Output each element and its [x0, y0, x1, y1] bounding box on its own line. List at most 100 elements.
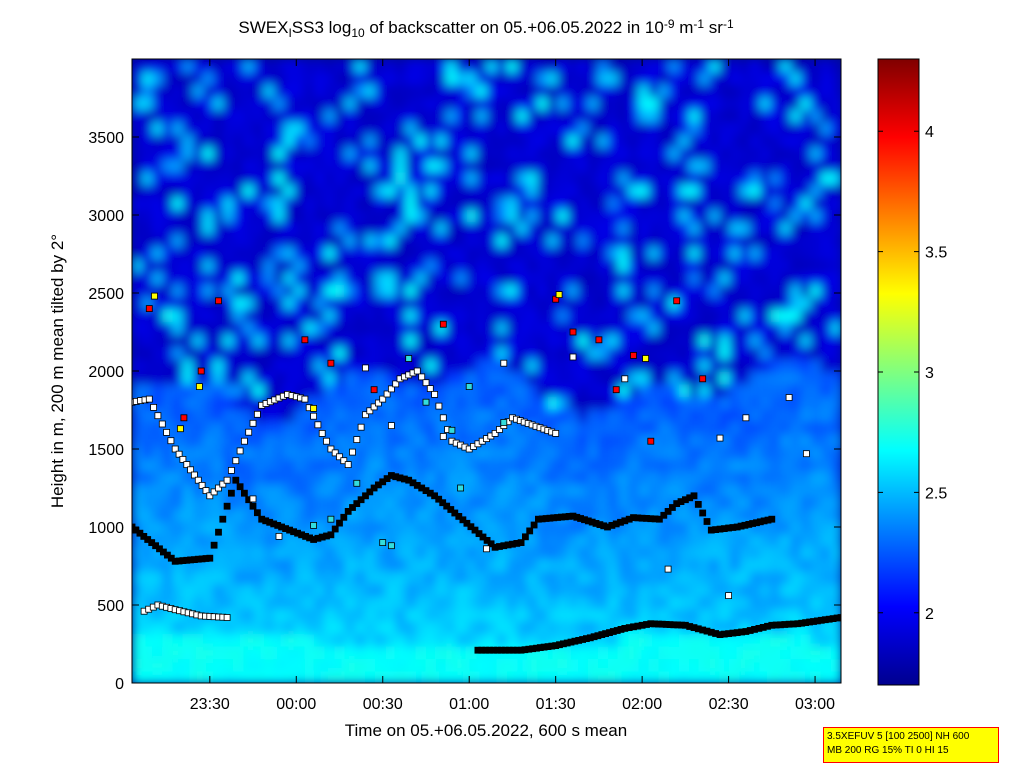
marker-point [236, 447, 244, 455]
field-cell [506, 670, 518, 683]
field-cell [729, 533, 741, 547]
field-cell [496, 333, 508, 348]
field-cell [233, 396, 245, 410]
field-cell [456, 196, 468, 210]
field-cell [658, 71, 670, 85]
field-cell [527, 308, 539, 323]
field-cell [162, 595, 174, 610]
field-cell [719, 508, 731, 522]
field-cell [446, 183, 458, 198]
field-cell [648, 84, 660, 98]
field-cell [365, 545, 377, 560]
field-cell [213, 470, 225, 485]
field-cell [689, 171, 701, 185]
field-cell [334, 283, 346, 298]
field-cell [516, 221, 528, 235]
field-cell [395, 396, 407, 410]
field-cell [476, 208, 488, 223]
field-cell [780, 670, 792, 683]
field-cell [516, 258, 528, 273]
field-cell [415, 296, 427, 310]
field-cell [790, 420, 802, 435]
field-cell [618, 633, 630, 647]
field-cell [182, 333, 194, 348]
field-cell [446, 583, 458, 597]
field-cell [587, 520, 599, 535]
field-cell [415, 71, 427, 85]
field-cell [273, 59, 285, 73]
field-cell [830, 308, 841, 323]
colorbar-tick-label: 4 [925, 124, 934, 141]
field-cell [324, 346, 336, 360]
field-cell [668, 84, 680, 98]
field-cell [476, 108, 488, 123]
field-cell [506, 396, 518, 410]
field-cell [739, 508, 751, 522]
field-cell [172, 196, 184, 210]
field-cell [668, 171, 680, 185]
field-cell [587, 183, 599, 198]
field-cell [152, 396, 164, 410]
field-cell [304, 608, 316, 622]
field-cell [658, 271, 670, 285]
field-cell [486, 121, 498, 135]
field-cell [486, 171, 498, 185]
field-cell [678, 583, 690, 597]
field-cell [516, 520, 528, 535]
field-cell [628, 545, 640, 560]
field-cell [476, 333, 488, 348]
field-cell [810, 358, 822, 372]
field-cell [729, 271, 741, 285]
field-cell [527, 121, 539, 135]
field-cell [324, 371, 336, 385]
field-cell [263, 258, 275, 273]
field-cell [405, 408, 417, 422]
field-cell [790, 321, 802, 335]
marker-point [569, 328, 577, 336]
field-cell [527, 333, 539, 348]
field-cell [202, 158, 214, 173]
field-cell [425, 283, 437, 298]
field-cell [628, 645, 640, 660]
field-cell [658, 445, 670, 460]
field-cell [587, 221, 599, 235]
field-cell [466, 633, 478, 647]
field-cell [658, 420, 670, 435]
field-cell [324, 296, 336, 310]
field-cell [496, 221, 508, 235]
field-cell [192, 620, 204, 635]
field-cell [395, 108, 407, 123]
field-cell [182, 645, 194, 660]
field-cell [466, 321, 478, 335]
field-cell [425, 321, 437, 335]
field-cell [142, 158, 154, 173]
field-cell [597, 196, 609, 210]
field-cell [516, 84, 528, 98]
marker-point [387, 385, 395, 393]
field-cell [162, 108, 174, 123]
field-cell [172, 508, 184, 522]
field-cell [608, 96, 620, 110]
field-cell [304, 346, 316, 360]
field-cell [344, 545, 356, 560]
field-cell [587, 246, 599, 260]
field-cell [577, 533, 589, 547]
field-cell [547, 121, 559, 135]
field-cell [800, 333, 812, 348]
field-cell [780, 146, 792, 160]
field-cell [162, 158, 174, 173]
field-cell [172, 633, 184, 647]
field-cell [719, 645, 731, 660]
field-cell [800, 433, 812, 447]
field-cell [527, 483, 539, 497]
field-cell [213, 208, 225, 223]
field-cell [658, 383, 670, 397]
field-cell [344, 383, 356, 397]
colorbar: 22.533.54 [877, 58, 947, 686]
field-cell [324, 308, 336, 323]
field-cell [283, 645, 295, 660]
field-cell [668, 420, 680, 435]
field-cell [810, 445, 822, 460]
field-cell [557, 495, 569, 510]
field-cell [213, 196, 225, 210]
